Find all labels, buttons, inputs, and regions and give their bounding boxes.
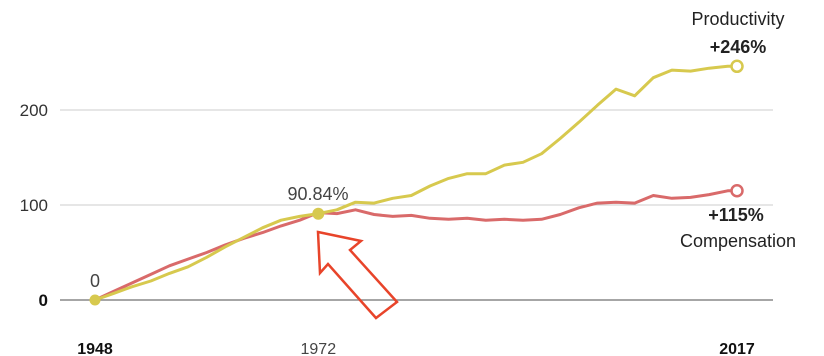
compensation-line [93,189,739,302]
productivity-change-label: +246% [710,37,767,57]
y-axis-tick-labels: 0 100 200 [20,101,48,310]
x-tick-label: 2017 [719,341,755,356]
x-tick-label: 1948 [77,341,113,356]
compensation-series-label: Compensation [680,231,796,251]
peak-1972-annotation: 90.84% [287,184,348,204]
gridlines [60,109,773,301]
compensation-end-marker [730,184,744,198]
y-tick-label: 200 [20,101,48,120]
series-markers [89,59,744,306]
y-tick-label: 0 [39,291,48,310]
x-axis-tick-labels: 1948 1972 2017 [77,341,755,356]
y-tick-label: 100 [20,196,48,215]
x-tick-label: 1972 [301,341,337,356]
peak-1972-marker [312,207,325,220]
productivity-series-label: Productivity [691,9,784,29]
red-arrow-annotation [316,230,399,320]
series-lines [93,64,739,302]
productivity-end-marker [730,59,744,74]
productivity-line [93,64,739,302]
series-labels: Productivity +246% +115% Compensation 0 … [90,9,796,291]
start-value-annotation: 0 [90,271,100,291]
arrow-shape [316,230,399,320]
compensation-change-label: +115% [708,205,764,225]
start-point-marker [89,294,101,306]
